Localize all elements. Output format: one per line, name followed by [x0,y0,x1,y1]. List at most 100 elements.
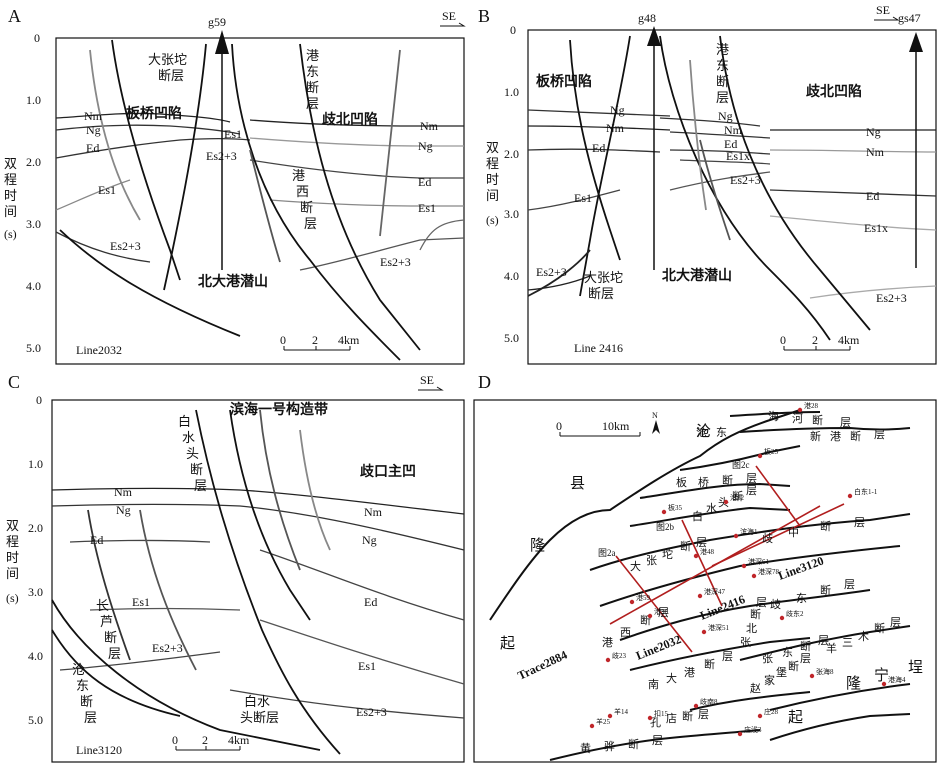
fault-baishuitou: 断 [190,462,203,477]
fault-baishuitou2: 头断层 [240,710,279,725]
fault-char-huangye: 断 [628,737,639,751]
line-2416-label: Line2416 [698,592,747,623]
axis-char: 双 [486,140,499,155]
panel-c-frame [51,399,465,763]
faults [527,35,871,341]
axis-char: 双 [4,156,17,171]
tick-2: 2.0 [504,147,519,161]
well-label: 港深61 [748,557,769,566]
direction-arrow-icon [440,22,466,27]
north-arrow-icon: N [652,411,660,434]
line-label: Line2032 [76,343,122,357]
fault-char-cangdong: 东 [716,426,727,439]
fault-gangxi: 层 [304,216,317,231]
well-label: 羊25 [596,717,611,726]
faults [59,39,421,361]
tick-5: 5.0 [504,331,519,345]
layer-label: Nm [606,121,625,135]
well-label: 港59 [636,593,651,602]
fault-gangdong: 层 [716,90,729,105]
region-char: 沧 [696,423,711,440]
fault-char-qidong: 东 [796,592,807,605]
scale-label: 0 [172,733,178,747]
fault-changlu: 芦 [100,614,113,629]
zone-label: 滨海一号构造带 [230,401,328,418]
layer-label: Ed [592,141,605,155]
scale-label: 2 [312,333,318,347]
fault-char-dazhangtuo: 大 [630,559,641,573]
fault-char-cangdong: 沧 [696,425,707,439]
fault-char-zhaobei: 北 [746,622,757,635]
fault-char-banqiao: 层 [746,472,757,485]
horizons [51,487,465,719]
tick-3: 3.0 [26,217,41,231]
region-char: 埕 [908,659,923,676]
axis-char: 间 [486,188,499,203]
layer-label: Nm [724,123,743,137]
region-qikou: 歧口主凹 [360,463,416,480]
fig-label: 图2a [598,548,616,558]
fault-char-zhao: 层 [800,652,811,665]
fault-dazhangtuo: 大张坨 [148,52,187,67]
layer-label: Ng [866,125,881,139]
well-dot [629,599,635,605]
well-gs47: gs47 [898,11,921,25]
well-label: 板35 [668,503,683,512]
region-char: 隆 [530,537,545,554]
region-char: 起 [788,709,803,726]
axis-char: 程 [6,534,19,549]
tick-2: 2.0 [26,155,41,169]
fault-char-qizhong: 歧 [762,532,773,545]
layer-label: Ed [86,141,99,155]
fault-char-yangsanmu: 断 [874,621,885,635]
scale-label: 4km [338,333,360,347]
well-dot [737,731,743,737]
well-label: 板25 [764,447,779,456]
fault-char-zhangdong: 层 [818,634,829,647]
axis-char: (s) [6,591,19,605]
fault-char-zhao: 堡 [776,665,787,679]
layer-label: Es2+3 [206,149,237,163]
well-dot [757,713,763,719]
fault-char-qizhong: 中 [788,526,799,539]
tick-4: 4.0 [28,649,43,663]
fault-char-zhaobei: 层 [756,596,767,609]
fault-char-baishuitou: 水 [706,502,717,515]
scale-label: 2 [812,333,818,347]
well-label: 港深51 [708,623,729,632]
tick-5: 5.0 [28,713,43,727]
fault-char-qizhong: 断 [820,519,831,533]
well-dot [797,407,803,413]
fault-dazhangtuo: 断层 [158,68,184,83]
panel-d: D 0 10km N 沧 县 隆 起 [473,372,937,763]
fault-char-qizhong: 层 [854,516,865,529]
layer-label: Nm [114,485,133,499]
axis-char: 时 [4,188,17,203]
fault-gangdong: 港 [306,48,319,63]
fault-gangxi: 西 [296,184,309,199]
fault-char-zhaobei: 断 [750,607,761,621]
fault-char-baishuitou: 层 [746,484,757,497]
scale-label: 4km [838,333,860,347]
fault-char-yangsanmu: 木 [858,630,869,643]
tick-0: 0 [510,23,516,37]
fault-gangdong: 东 [716,58,729,73]
well-dot [723,499,729,505]
well-dot [809,673,815,679]
scale-label: 0 [780,333,786,347]
axis-char: 时 [6,550,19,565]
region-char: 隆 [846,675,861,692]
panel-a-letter: A [8,6,21,26]
fault-changlu: 层 [108,646,121,661]
well-dot [779,615,785,621]
fault-gangdong: 断 [306,80,319,95]
fault-char-haihe: 层 [840,416,851,429]
well-dot [751,573,757,579]
map-faults [489,409,911,761]
scale-label: 0 [280,333,286,347]
tick-2: 2.0 [28,521,43,535]
fault-char-dazhangtuo: 张 [646,554,657,567]
axis-char: (s) [486,213,499,227]
layer-label: Ng [86,123,101,137]
